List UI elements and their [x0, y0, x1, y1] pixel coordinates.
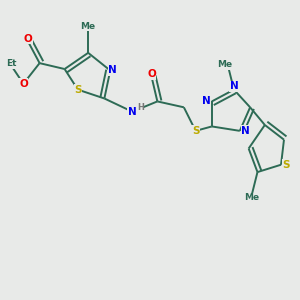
Text: O: O — [147, 69, 156, 79]
Text: N: N — [128, 107, 137, 117]
Text: S: S — [192, 126, 200, 136]
Text: N: N — [241, 126, 250, 136]
Text: Me: Me — [81, 22, 96, 31]
Text: S: S — [74, 85, 82, 94]
Text: Et: Et — [6, 59, 17, 68]
Text: O: O — [19, 79, 28, 89]
Text: N: N — [108, 65, 117, 76]
Text: O: O — [23, 34, 32, 44]
Text: Me: Me — [217, 60, 232, 69]
Text: N: N — [230, 81, 238, 91]
Text: S: S — [283, 160, 290, 170]
Text: N: N — [202, 96, 210, 106]
Text: H: H — [137, 103, 144, 112]
Text: Me: Me — [244, 194, 259, 202]
